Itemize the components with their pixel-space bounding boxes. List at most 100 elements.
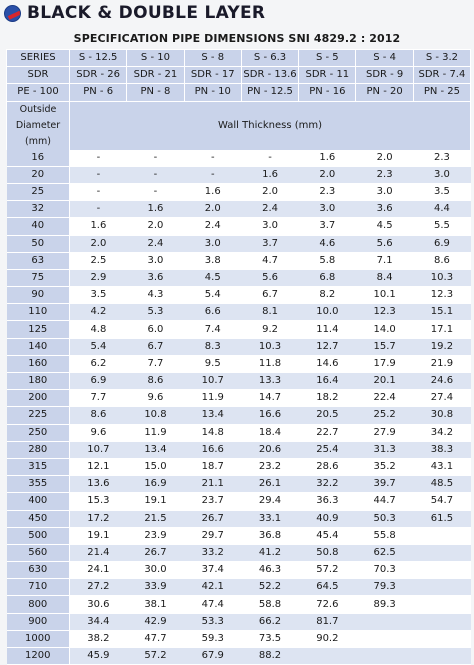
wall-thickness-cell: - [184, 149, 242, 167]
wall-thickness-cell: 41.2 [241, 544, 299, 563]
wall-thickness-cell: 59.3 [184, 630, 242, 649]
wall-thickness-cell: 17.1 [413, 320, 471, 339]
outside-diameter-cell: 1200 [6, 647, 70, 665]
brand-logo-icon [4, 4, 21, 22]
wall-thickness-cell: 8.6 [413, 252, 471, 270]
wall-thickness-cell: 38.3 [413, 441, 471, 459]
wall-thickness-cell: 31.3 [355, 441, 414, 459]
wall-thickness-cell: 12.1 [69, 458, 127, 477]
series-cell: S - 3.2 [412, 48, 472, 68]
table-row: 1200 45.9 57.2 67.9 88.2 [6, 647, 471, 665]
wall-thickness-cell: 10.8 [126, 406, 185, 425]
wall-thickness-cell: 20.6 [241, 441, 299, 459]
wall-thickness-cell: 9.5 [184, 355, 242, 374]
wall-thickness-cell: 26.1 [241, 475, 299, 494]
table-row: 400 15.3 19.1 23.7 29.4 36.3 44.7 54.7 [6, 492, 471, 511]
wall-thickness-cell: 1.6 [126, 200, 185, 219]
wall-thickness-cell: 7.1 [355, 252, 414, 270]
wall-thickness-cell: 40.9 [298, 510, 356, 528]
series-cell: S - 4 [355, 48, 414, 68]
wall-thickness-cell: 28.6 [298, 458, 356, 477]
wall-thickness-cell: 1.6 [69, 217, 127, 236]
wall-thickness-cell: 66.2 [241, 613, 299, 631]
wall-thickness-cell: 6.7 [126, 338, 185, 356]
wall-thickness-cell: 42.9 [126, 613, 185, 631]
outside-diameter-cell: 140 [6, 338, 70, 356]
table-row: 560 21.4 26.7 33.2 41.2 50.8 62.5 [6, 544, 471, 563]
outside-diameter-cell: 500 [6, 527, 70, 545]
outside-diameter-cell: 40 [6, 217, 70, 236]
wall-thickness-cell: 8.6 [69, 406, 127, 425]
outside-diameter-cell: 16 [6, 149, 70, 167]
wall-thickness-cell: 24.6 [413, 372, 471, 391]
pn-cell: PN - 6 [68, 83, 128, 102]
wall-thickness-cell: 54.7 [413, 492, 471, 511]
wall-thickness-cell: 9.2 [241, 320, 299, 339]
wall-thickness-cell: 1.6 [298, 149, 356, 167]
wall-thickness-cell: 61.5 [413, 510, 471, 528]
wall-thickness-cell: 90.2 [298, 630, 356, 649]
wall-thickness-cell: 3.5 [413, 183, 471, 202]
wall-thickness-cell: 15.0 [126, 458, 185, 477]
wall-thickness-cell: 19.1 [126, 492, 185, 511]
sdr-cell: SDR - 9 [355, 66, 414, 85]
wall-thickness-cell: 24.1 [69, 561, 127, 580]
wall-thickness-cell: 16.6 [184, 441, 242, 459]
wall-thickness-cell: 21.5 [126, 510, 185, 528]
table-row: 355 13.6 16.9 21.1 26.1 32.2 39.7 48.5 [6, 475, 471, 494]
wall-thickness-cell: 55.8 [355, 527, 414, 545]
wall-thickness-cell: - [69, 200, 127, 219]
wall-thickness-cell: 18.7 [184, 458, 242, 477]
wall-thickness-cell: 10.7 [69, 441, 127, 459]
column-header-row: Outside Diameter (mm) Wall Thickness (mm) [6, 101, 472, 150]
wall-thickness-cell: 16.9 [126, 475, 185, 494]
pn-cell: PN - 16 [298, 83, 357, 102]
page-title: BLACK & DOUBLE LAYER [27, 3, 266, 23]
outside-diameter-cell: 450 [6, 510, 70, 528]
wall-thickness-cell: 13.4 [184, 406, 242, 425]
wall-thickness-cell: 73.5 [241, 630, 299, 649]
outside-diameter-cell: 180 [6, 372, 70, 391]
table-row: 16- - - -1.6 2.0 2.3 [6, 149, 471, 167]
pn-row: PE - 100 PN - 6 PN - 8 PN - 10 PN - 12.5 PN -… [6, 83, 472, 102]
outside-diameter-cell: 560 [6, 544, 70, 563]
outside-diameter-cell: 25 [6, 183, 70, 202]
wall-thickness-cell: 53.3 [184, 613, 242, 631]
wall-thickness-cell: 15.3 [69, 492, 127, 511]
sdr-cell: SDR - 26 [68, 66, 128, 85]
wall-thickness-cell: 5.3 [126, 303, 185, 322]
table-row: 1000 38.2 47.7 59.3 73.5 90.2 [6, 630, 471, 649]
wall-thickness-cell: 6.9 [413, 235, 471, 253]
wall-thickness-cell: 15.1 [413, 303, 471, 322]
wall-thickness-cell: 45.9 [69, 647, 127, 665]
wall-thickness-cell: 42.1 [184, 578, 242, 597]
wall-thickness-cell: 11.4 [298, 320, 356, 339]
wall-thickness-cell: 8.2 [298, 286, 356, 305]
wall-thickness-cell: 39.7 [355, 475, 414, 494]
wall-thickness-cell: 2.0 [298, 166, 356, 184]
wall-thickness-cell [413, 578, 471, 597]
table-row: 315 12.1 15.0 18.7 23.2 28.6 35.2 43.1 [6, 458, 471, 477]
table-row: 63 2.5 3.0 3.8 4.7 5.8 7.1 8.6 [6, 252, 471, 270]
wall-thickness-cell: 30.0 [126, 561, 185, 580]
wall-thickness-cell: 21.4 [69, 544, 127, 563]
outside-diameter-cell: 200 [6, 389, 70, 408]
outside-diameter-cell: 315 [6, 458, 70, 477]
wall-thickness-cell: 2.5 [69, 252, 127, 270]
table-row: 200 7.7 9.6 11.9 14.7 18.2 22.4 27.4 [6, 389, 471, 408]
table-row: 125 4.8 6.0 7.4 9.2 11.4 14.0 17.1 [6, 320, 471, 339]
table-row: 180 6.9 8.6 10.7 13.3 16.4 20.1 24.6 [6, 372, 471, 391]
wall-thickness-cell: 22.7 [298, 424, 356, 442]
outside-diameter-cell: 225 [6, 406, 70, 425]
wall-thickness-cell: 4.4 [413, 200, 471, 219]
wall-thickness-cell: 6.6 [184, 303, 242, 322]
pn-row-label: PE - 100 [6, 83, 70, 102]
wall-thickness-cell [355, 613, 414, 631]
wall-thickness-cell: 8.1 [241, 303, 299, 322]
wall-thickness-cell: 3.6 [126, 269, 185, 288]
wall-thickness-cell: 81.7 [298, 613, 356, 631]
wall-thickness-cell: 19.1 [69, 527, 127, 545]
wall-thickness-cell: 45.4 [298, 527, 356, 545]
series-cell: S - 8 [183, 48, 242, 68]
wall-thickness-cell [355, 647, 414, 665]
